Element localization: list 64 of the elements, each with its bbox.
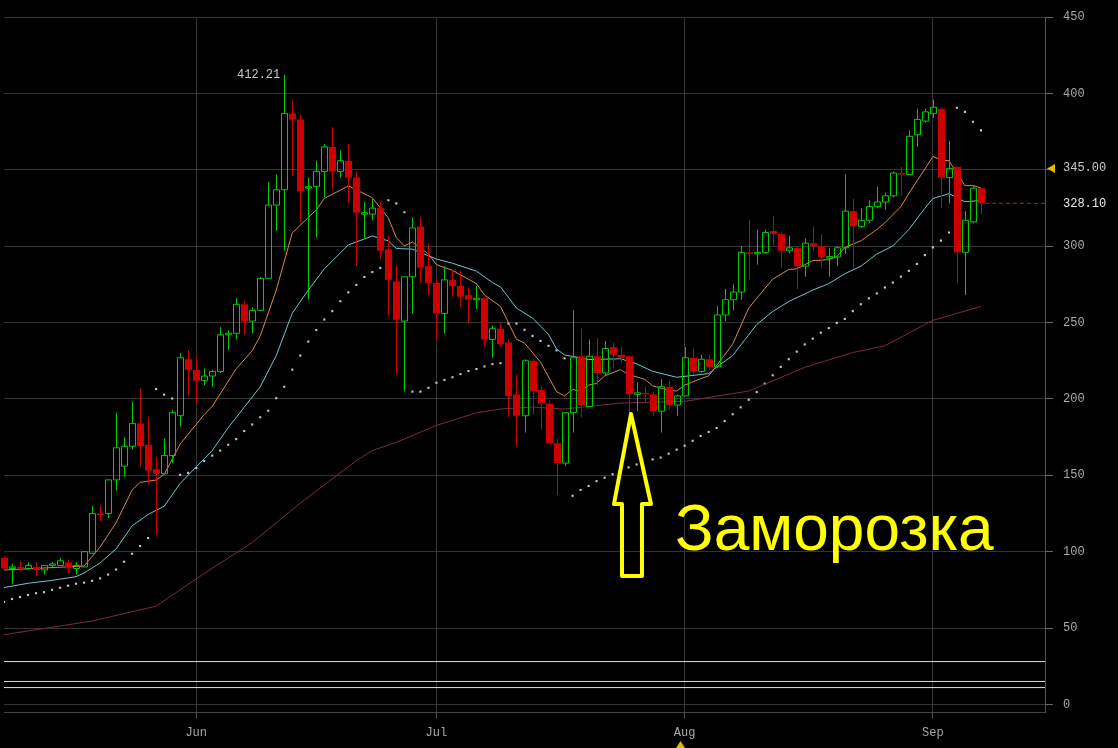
candlestick [297,114,304,223]
candlestick [658,378,665,434]
y-tick-label: 0 [1063,697,1071,712]
candlestick [337,149,344,179]
x-tick-label: Jul [425,726,448,741]
candlestick [946,140,953,204]
candlestick [97,505,104,522]
y-tick-label: 200 [1063,392,1085,407]
candlestick [610,341,617,369]
y-tick-label: 300 [1063,239,1085,254]
y-tick-label: 100 [1063,544,1085,559]
candlestick [193,355,200,405]
candlestick [33,561,40,577]
candlestick [185,349,192,397]
candlestick [353,170,360,267]
y-tick-label: 50 [1063,621,1078,636]
candlestick [241,300,248,336]
ref-line-label: 328.10 [1063,196,1107,211]
annotation: 412.21 [237,68,281,83]
candlestick [978,188,985,215]
candlestick [329,126,336,191]
candlestick [594,337,601,386]
candlestick [433,279,440,340]
candlestick [481,298,488,348]
candlestick [850,198,857,270]
annotation: Заморозка [675,492,995,564]
candlestick [778,232,785,269]
candlestick [449,268,456,298]
candlestick [9,563,16,585]
candlestick [650,390,657,417]
y-tick-label: 250 [1063,315,1085,330]
candlestick [810,225,817,252]
x-tick-label: Sep [922,726,944,741]
x-tick-label: Aug [673,726,696,741]
candlestick [938,106,945,209]
candlestick [690,348,697,376]
candlestick [666,380,673,411]
candlestick [770,215,777,247]
candlestick [802,238,809,278]
candlestick [345,143,352,204]
candlestick [289,99,296,177]
candlestick [818,233,825,269]
candlestick [954,166,961,284]
candlestick [441,265,448,334]
y-tick-label: 450 [1063,10,1085,25]
y-tick-label: 150 [1063,468,1085,483]
candlestick [546,399,553,444]
candlestick [906,129,913,175]
candlestick [746,219,753,281]
candlestick [586,338,593,408]
candlestick [489,325,496,359]
candlestick [554,438,561,496]
candlestick [473,285,480,310]
text: 345.00 [1063,161,1107,176]
candlestick [65,558,72,574]
candlestick [786,235,793,255]
candlestick [578,328,585,418]
x-tick-label: Jun [185,726,207,741]
candlestick [1,555,8,571]
candlestick [794,245,801,290]
candlestick [393,265,400,376]
candlestick [522,358,529,434]
y-tick-label: 400 [1063,86,1085,101]
candlestick [634,381,641,412]
